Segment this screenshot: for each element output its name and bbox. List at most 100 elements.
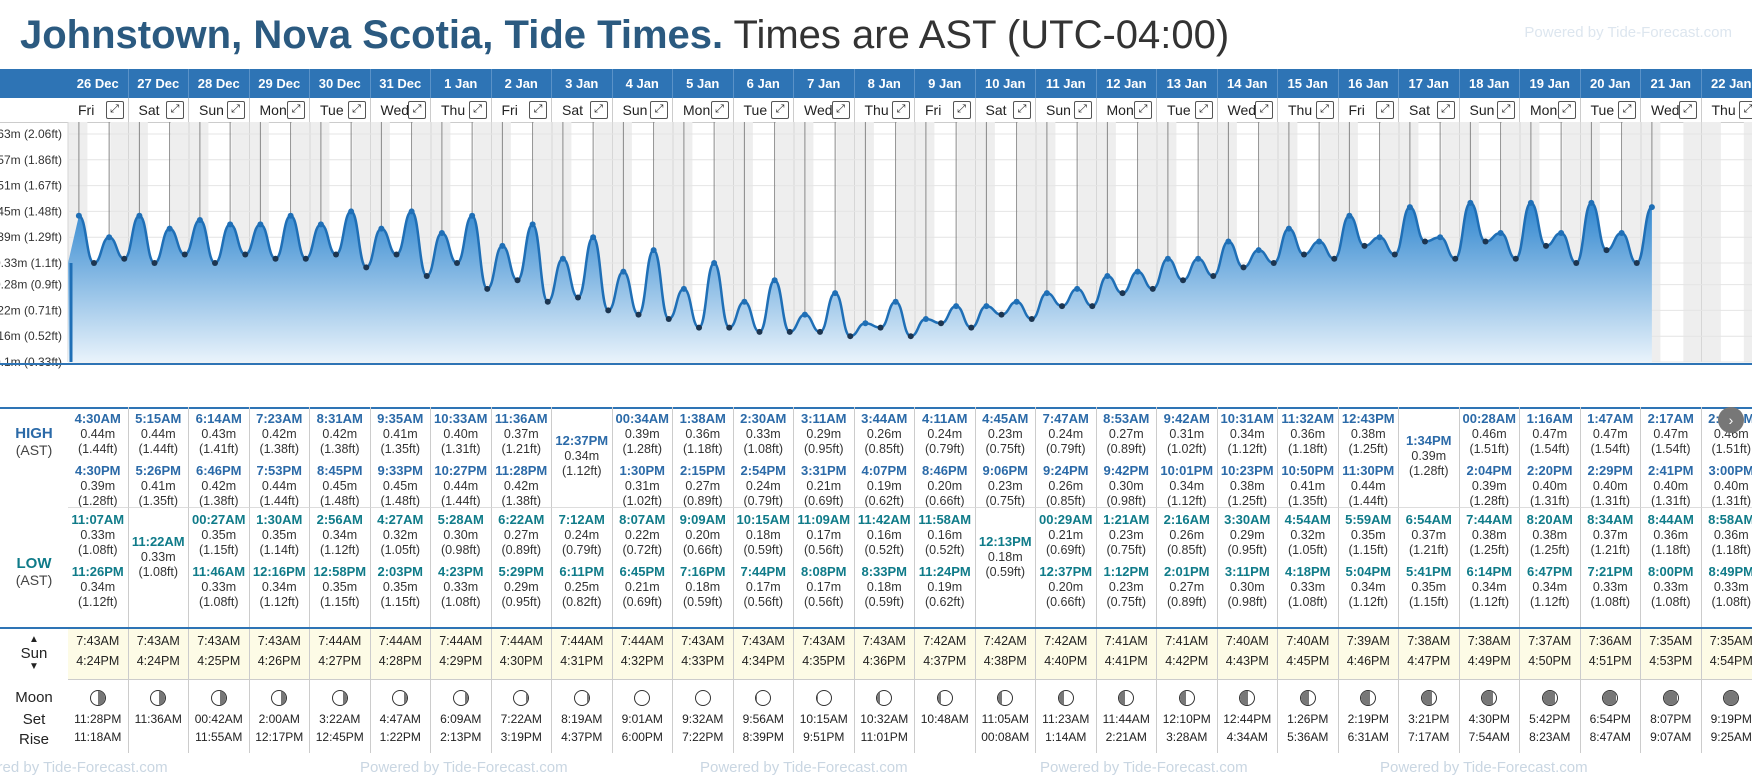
low-tide-time: 11:26PM [71, 564, 124, 579]
low-tide-meters: 0.18m [685, 580, 721, 594]
expand-day-icon[interactable]: ⤢ [1013, 101, 1031, 119]
high-tide-time: 1:16AM [1526, 411, 1573, 426]
sunrise-time: 7:37AM [1528, 634, 1572, 648]
high-tide-entry: 00:28AM 0.46m (1.51ft) [1460, 411, 1520, 457]
high-tide-feet: (1.12ft) [561, 464, 602, 478]
moonrise-time: 7:22PM [682, 730, 724, 744]
expand-day-icon[interactable]: ⤢ [1376, 101, 1394, 119]
sunrise-time: 7:43AM [741, 634, 785, 648]
low-tide-meters: 0.36m [1653, 528, 1689, 542]
low-tide-feet: (0.89ft) [1166, 595, 1207, 609]
high-tide-meters: 0.24m [745, 479, 781, 493]
powered-by-footer-text[interactable]: Powered by Tide-Forecast.com [1380, 759, 1588, 776]
low-tide-meters: 0.20m [685, 528, 721, 542]
low-tide-time: 1:30AM [256, 512, 303, 527]
expand-day-icon[interactable]: ⤢ [1436, 101, 1455, 119]
expand-day-icon[interactable]: ⤢ [1073, 101, 1092, 119]
expand-day-icon[interactable]: ⤢ [1134, 101, 1152, 119]
high-tide-point [196, 217, 203, 224]
expand-day-icon[interactable]: ⤢ [1618, 101, 1636, 119]
expand-day-icon[interactable]: ⤢ [710, 101, 729, 119]
expand-day-icon[interactable]: ⤢ [650, 101, 668, 119]
high-tide-point [741, 298, 748, 305]
high-tide-meters: 0.40m [1532, 479, 1568, 493]
high-tide-meters: 0.40m [1713, 479, 1749, 493]
low-tide-entry: 2:03PM 0.35m (1.15ft) [371, 564, 431, 610]
moonrise-time: 7:17AM [1408, 730, 1450, 744]
expand-day-icon[interactable]: ⤢ [468, 101, 487, 119]
expand-day-icon[interactable]: ⤢ [1739, 101, 1752, 119]
expand-day-icon[interactable]: ⤢ [105, 101, 124, 119]
high-tide-entry: 5:26PM 0.41m (1.35ft) [129, 463, 189, 509]
night-band [1017, 122, 1036, 362]
sunset-time: 4:46PM [1346, 654, 1390, 668]
moonrise-time: 12:45PM [315, 730, 364, 744]
expand-day-icon[interactable]: ⤢ [1194, 101, 1213, 119]
night-band [1683, 122, 1702, 362]
high-tide-cell: 1:38AM 0.36m (1.18ft) 2:15PM 0.27m (0.89ft) [673, 407, 734, 508]
powered-by-top[interactable]: Powered by Tide-Forecast.com [1524, 24, 1732, 41]
weekday-cell: Thu ⤢ [855, 98, 915, 122]
moonrise-label: Rise [18, 731, 49, 748]
sunset-time: 4:29PM [439, 654, 483, 668]
moon-cell: 2:19PM 6:31AM [1338, 679, 1399, 753]
high-tide-time: 4:45AM [982, 411, 1029, 426]
sun-cell: 7:43AM 4:26PM [249, 629, 310, 679]
expand-day-icon[interactable]: ⤢ [226, 101, 245, 119]
powered-by-footer-text[interactable]: Powered by Tide-Forecast.com [0, 759, 168, 776]
expand-day-icon[interactable]: ⤢ [166, 101, 184, 119]
expand-day-icon[interactable]: ⤢ [1315, 101, 1334, 119]
low-tide-entry: 5:29PM 0.29m (0.95ft) [492, 564, 552, 610]
high-tide-time: 5:26PM [135, 463, 182, 478]
powered-by-footer-text[interactable]: Powered by Tide-Forecast.com [1040, 759, 1248, 776]
low-tide-feet: (0.59ft) [743, 543, 784, 557]
low-tide-entry: 8:00PM 0.33m (1.08ft) [1641, 564, 1701, 610]
high-label: HIGH (AST) [0, 425, 68, 458]
high-tide-meters: 0.27m [1108, 427, 1144, 441]
low-tide-time: 5:29PM [498, 564, 545, 579]
expand-day-icon[interactable]: ⤢ [529, 101, 547, 119]
high-tide-meters: 0.42m [261, 427, 297, 441]
high-tide-entry: 4:11AM 0.24m (0.79ft) [915, 411, 975, 457]
low-tide-meters: 0.33m [1713, 580, 1749, 594]
high-tide-point [348, 208, 355, 215]
expand-day-icon[interactable]: ⤢ [1557, 101, 1576, 119]
low-tide-meters: 0.35m [261, 528, 297, 542]
low-tide-feet: (0.59ft) [682, 595, 723, 609]
powered-by-footer-text[interactable]: Powered by Tide-Forecast.com [700, 759, 908, 776]
low-tide-entry: 8:34AM 0.37m (1.21ft) [1581, 512, 1641, 558]
low-tide-cell: 4:27AM 0.32m (1.05ft) 2:03PM 0.35m (1.15ft) [370, 507, 431, 627]
high-tide-meters: 0.19m [866, 479, 902, 493]
high-tide-time: 8:46PM [921, 463, 968, 478]
low-tide-point [423, 272, 430, 279]
sunrise-time: 7:44AM [318, 634, 362, 648]
weekday-cell: Thu ⤢ [1702, 98, 1752, 122]
expand-day-icon[interactable]: ⤢ [831, 101, 850, 119]
y-axis-tick-label: 0.51m (1.67ft) [0, 179, 62, 193]
scroll-right-button[interactable]: › [1718, 407, 1744, 433]
expand-day-icon[interactable]: ⤢ [347, 101, 366, 119]
high-tide-time: 8:31AM [316, 411, 363, 426]
sun-cell: 7:42AM 4:38PM [975, 629, 1036, 679]
expand-day-icon[interactable]: ⤢ [408, 101, 426, 119]
expand-day-icon[interactable]: ⤢ [1678, 101, 1697, 119]
expand-day-icon[interactable]: ⤢ [892, 101, 910, 119]
low-tide-entry: 12:16PM 0.34m (1.12ft) [250, 564, 310, 610]
sunrise-time: 7:43AM [197, 634, 241, 648]
high-tide-point [1195, 255, 1202, 262]
moonrise-time: 1:22PM [379, 730, 421, 744]
expand-day-icon[interactable]: ⤢ [589, 101, 608, 119]
low-tide-time: 4:23PM [437, 564, 484, 579]
low-tide-meters: 0.30m [1229, 580, 1265, 594]
high-tide-time: 5:15AM [135, 411, 182, 426]
high-tide-feet: (1.38ft) [259, 442, 300, 456]
expand-day-icon[interactable]: ⤢ [771, 101, 789, 119]
expand-day-icon[interactable]: ⤢ [1255, 101, 1273, 119]
high-tide-meters: 0.30m [1108, 479, 1144, 493]
high-tide-meters: 0.40m [1592, 479, 1628, 493]
expand-day-icon[interactable]: ⤢ [1497, 101, 1515, 119]
expand-day-icon[interactable]: ⤢ [287, 101, 305, 119]
expand-day-icon[interactable]: ⤢ [952, 101, 971, 119]
moonset-time: 2:00AM [258, 712, 300, 726]
powered-by-footer-text[interactable]: Powered by Tide-Forecast.com [360, 759, 568, 776]
